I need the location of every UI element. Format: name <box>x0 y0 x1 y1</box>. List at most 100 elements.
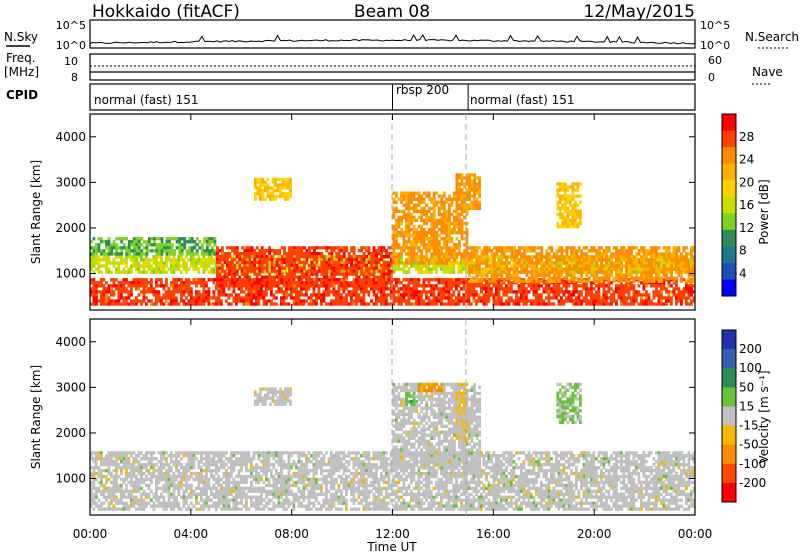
power-cell <box>427 290 431 294</box>
power-cell <box>340 257 344 262</box>
power-cell <box>268 278 271 282</box>
power-cell <box>140 252 144 256</box>
power-cell <box>523 258 526 262</box>
power-cell <box>580 290 583 294</box>
power-cell <box>650 249 653 253</box>
power-cell <box>231 272 234 276</box>
power-cell <box>407 302 411 306</box>
power-cell <box>97 261 101 265</box>
power-cell <box>197 293 201 297</box>
power-cell <box>332 278 336 282</box>
power-cell <box>407 228 411 232</box>
power-cell <box>107 261 111 265</box>
power-cell <box>585 261 589 265</box>
power-cell <box>610 270 613 274</box>
power-cell <box>197 299 201 303</box>
power-cell <box>567 284 571 288</box>
power-cell <box>422 237 426 241</box>
power-cell <box>160 284 163 288</box>
power-cell <box>462 287 466 291</box>
power-cell <box>280 296 283 300</box>
power-cell <box>560 290 563 294</box>
power-cell <box>510 255 514 259</box>
power-cell <box>142 296 146 300</box>
power-cell <box>575 258 579 262</box>
power-cell <box>377 264 381 268</box>
power-cell <box>490 264 494 268</box>
power-cell <box>327 263 331 267</box>
power-cell <box>405 246 408 250</box>
power-cell <box>437 221 441 226</box>
power-cell <box>147 264 151 268</box>
power-cell <box>463 249 466 253</box>
power-cell <box>250 296 253 300</box>
power-cell <box>488 249 491 253</box>
power-cell <box>447 296 451 300</box>
power-cell <box>412 278 416 282</box>
power-cell <box>400 215 403 220</box>
power-cell <box>117 246 121 250</box>
power-cell <box>625 258 628 262</box>
power-cell <box>392 287 396 291</box>
power-cell <box>397 302 401 306</box>
power-cell <box>182 293 186 297</box>
power-cell <box>458 221 461 226</box>
power-cell <box>380 275 383 279</box>
power-cell <box>300 290 303 294</box>
power-cell <box>570 249 574 253</box>
power-cell <box>435 284 438 288</box>
power-cell <box>480 258 484 262</box>
power-cell <box>298 266 301 270</box>
power-cell <box>440 231 444 235</box>
power-cell <box>432 212 436 217</box>
power-cell <box>100 302 103 306</box>
power-cell <box>135 258 138 262</box>
power-cell <box>412 243 416 247</box>
power-cell <box>450 264 453 268</box>
power-cell <box>470 203 474 207</box>
power-cell <box>480 270 483 274</box>
power-cell <box>440 206 444 210</box>
power-cell <box>432 287 436 291</box>
power-cell <box>537 284 541 288</box>
power-cell <box>507 287 511 291</box>
power-cell <box>312 261 316 265</box>
power-cell <box>235 284 239 288</box>
power-cell <box>478 185 481 189</box>
power-cell <box>680 261 683 265</box>
power-cell <box>285 281 289 285</box>
power-cell <box>565 246 569 250</box>
power-cell <box>650 302 653 306</box>
power-cell <box>375 260 378 264</box>
power-cell <box>422 264 426 268</box>
power-cell <box>570 252 574 256</box>
power-cell <box>415 240 418 244</box>
power-cell <box>145 302 148 306</box>
power-cell <box>115 249 118 253</box>
power-cell <box>347 269 351 273</box>
power-cell <box>397 278 401 282</box>
power-cell <box>137 243 141 247</box>
power-cell <box>322 296 326 300</box>
power-cell <box>515 258 518 262</box>
power-cell <box>237 299 241 303</box>
power-cell <box>560 273 564 277</box>
power-cell <box>495 290 498 294</box>
power-cell <box>635 270 638 274</box>
power-cell <box>677 299 681 303</box>
power-cell <box>487 290 491 294</box>
power-cell <box>355 257 358 262</box>
power-cell <box>657 293 661 297</box>
power-cell <box>172 261 176 265</box>
power-cell <box>262 302 266 306</box>
power-cell <box>637 264 641 268</box>
power-cell <box>115 270 118 274</box>
power-cell <box>127 302 131 306</box>
power-cell <box>460 212 464 217</box>
power-cell <box>445 200 449 204</box>
power-cell <box>465 188 469 192</box>
power-cell <box>437 249 441 253</box>
power-cell <box>687 287 691 291</box>
power-cell <box>482 302 486 306</box>
power-cell <box>295 261 298 265</box>
